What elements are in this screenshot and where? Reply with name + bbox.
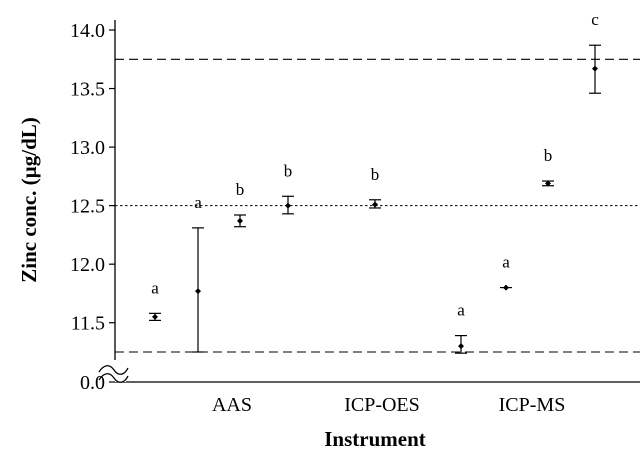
y-tick-label: 11.5 bbox=[71, 313, 105, 335]
y-axis-title: Zinc conc. (µg/dL) bbox=[17, 117, 41, 283]
y-tick-label: 13.0 bbox=[70, 137, 105, 159]
significance-letter: c bbox=[591, 10, 599, 29]
mean-marker bbox=[372, 201, 378, 208]
category-label: ICP-OES bbox=[344, 394, 420, 416]
mean-marker bbox=[545, 180, 551, 187]
y-tick-label: 12.5 bbox=[70, 196, 105, 218]
significance-letter: a bbox=[502, 253, 510, 272]
significance-letter: a bbox=[194, 193, 202, 212]
y-tick-label: 12.0 bbox=[70, 254, 105, 276]
axis-break-icon bbox=[96, 360, 129, 383]
significance-letter: a bbox=[457, 301, 465, 320]
data-point-group: b bbox=[282, 161, 294, 215]
mean-marker bbox=[285, 202, 291, 209]
mean-marker bbox=[458, 343, 464, 350]
y-tick-label: 0.0 bbox=[80, 372, 105, 394]
significance-letter: a bbox=[151, 278, 159, 297]
category-label: AAS bbox=[212, 394, 252, 416]
mean-marker bbox=[152, 313, 158, 320]
data-point-group: a bbox=[149, 278, 161, 321]
mean-marker bbox=[237, 217, 243, 224]
data-point-group: a bbox=[192, 193, 204, 353]
data-point-group: a bbox=[500, 253, 512, 291]
y-tick-label: 13.5 bbox=[70, 79, 105, 101]
category-labels: AAS ICP-OES ICP-MS bbox=[212, 394, 565, 416]
data-points: a a b b b a a b c bbox=[149, 10, 601, 354]
data-point-group: b bbox=[542, 146, 554, 187]
x-axis-title: Instrument bbox=[324, 427, 426, 451]
category-label: ICP-MS bbox=[499, 394, 566, 416]
y-tick-label: 14.0 bbox=[70, 20, 105, 42]
significance-letter: b bbox=[544, 146, 553, 165]
data-point-group: a bbox=[455, 301, 467, 354]
data-point-group: b bbox=[234, 180, 246, 228]
mean-marker bbox=[195, 288, 201, 295]
significance-letter: b bbox=[284, 161, 293, 180]
mean-marker bbox=[503, 284, 509, 291]
data-point-group: c bbox=[589, 10, 601, 94]
data-point-group: b bbox=[369, 165, 381, 209]
significance-letter: b bbox=[371, 165, 380, 184]
significance-letter: b bbox=[236, 180, 245, 199]
mean-marker bbox=[592, 65, 598, 72]
y-ticks: 0.0 11.5 12.0 12.5 13.0 13.5 14.0 bbox=[70, 20, 115, 394]
